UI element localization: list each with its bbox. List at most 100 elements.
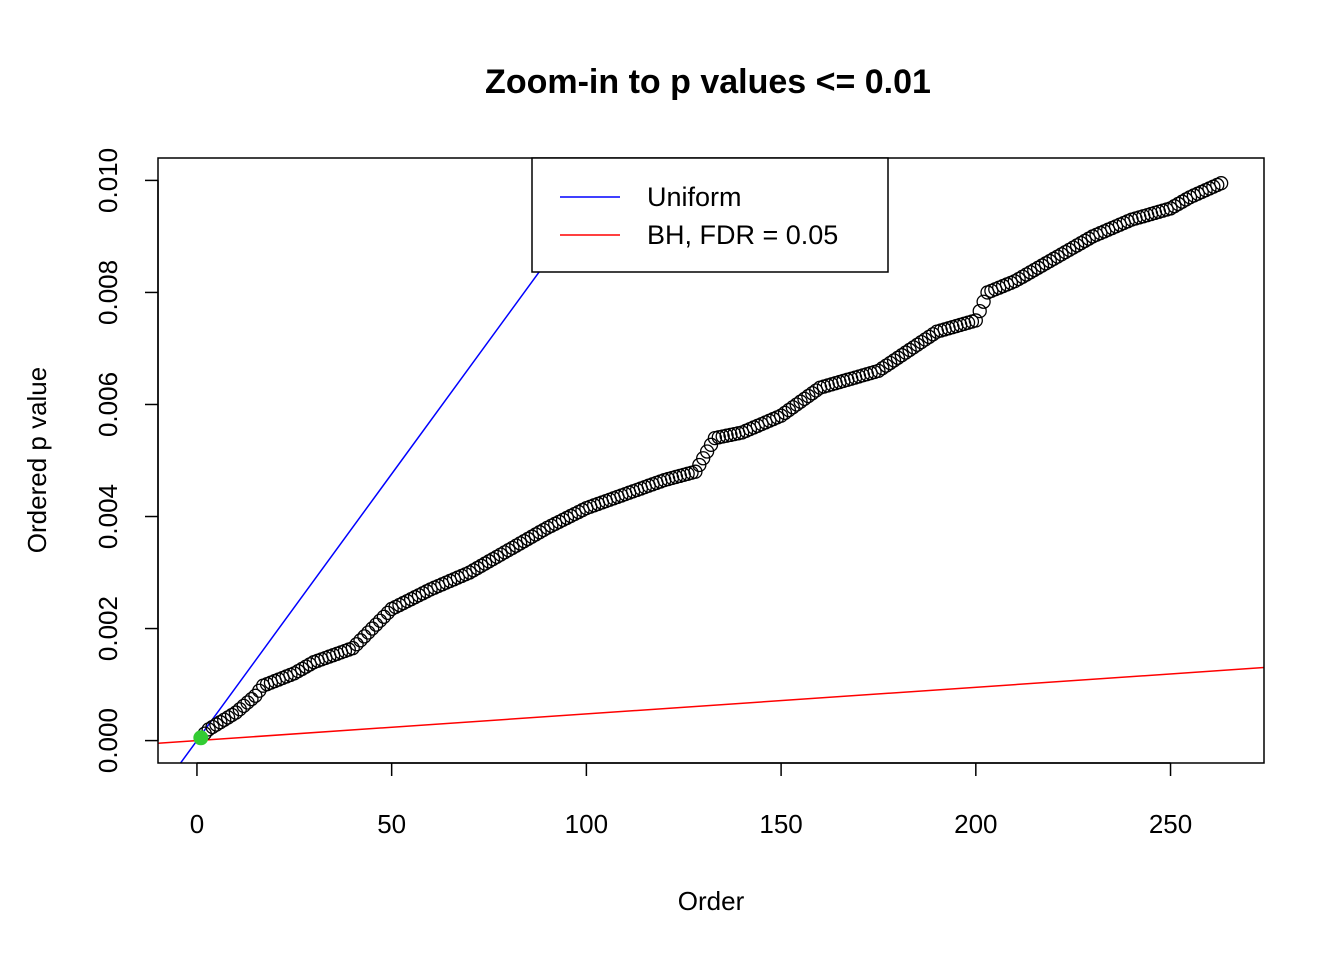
data-point bbox=[532, 525, 547, 540]
data-point bbox=[361, 625, 376, 640]
reference-line-uniform bbox=[179, 158, 624, 763]
data-point bbox=[688, 464, 703, 479]
data-point bbox=[228, 705, 244, 720]
data-point bbox=[805, 386, 820, 401]
data-point bbox=[902, 342, 917, 358]
data-point bbox=[493, 547, 508, 562]
data-point bbox=[703, 437, 719, 452]
y-axis-label: Ordered p value bbox=[22, 367, 52, 553]
data-point bbox=[1027, 262, 1042, 278]
data-point bbox=[372, 613, 388, 628]
data-point bbox=[536, 522, 551, 538]
data-point bbox=[1023, 265, 1038, 280]
data-point bbox=[294, 661, 310, 677]
data-point bbox=[501, 542, 516, 558]
data-point bbox=[890, 350, 906, 365]
y-tick-label: 0.010 bbox=[93, 148, 123, 213]
data-point bbox=[921, 329, 937, 345]
data-point bbox=[773, 408, 789, 423]
data-point bbox=[1030, 260, 1046, 275]
legend-box bbox=[531, 157, 889, 273]
x-axis-label: Order bbox=[678, 886, 745, 916]
data-point bbox=[781, 402, 797, 418]
data-point bbox=[462, 565, 477, 580]
data-point bbox=[298, 659, 314, 674]
data-point bbox=[793, 394, 808, 409]
data-point bbox=[894, 348, 909, 363]
data-point bbox=[1073, 235, 1089, 251]
data-point bbox=[1058, 244, 1073, 260]
data-point bbox=[1171, 196, 1186, 212]
data-point bbox=[1077, 233, 1093, 249]
data-point bbox=[1066, 240, 1081, 255]
data-point bbox=[481, 554, 497, 569]
data-point bbox=[489, 549, 504, 565]
x-axis: 0 50 100 150 200 250 bbox=[190, 762, 1192, 839]
data-point bbox=[201, 722, 216, 737]
data-point bbox=[910, 337, 925, 352]
x-tick-label: 150 bbox=[759, 809, 802, 839]
data-point bbox=[376, 609, 392, 624]
data-point bbox=[302, 657, 318, 672]
data-point bbox=[497, 545, 512, 560]
data-point bbox=[1015, 269, 1030, 284]
data-point bbox=[906, 340, 921, 355]
data-point bbox=[291, 663, 306, 679]
y-tick-label: 0.000 bbox=[93, 708, 123, 773]
y-axis: 0.000 0.002 0.004 0.006 0.008 0.010 bbox=[93, 148, 159, 773]
data-point bbox=[470, 560, 485, 576]
data-point bbox=[808, 383, 824, 398]
data-point bbox=[477, 556, 493, 571]
data-point bbox=[875, 361, 890, 376]
data-point bbox=[524, 529, 540, 544]
data-point bbox=[357, 629, 372, 644]
data-point bbox=[240, 695, 255, 710]
data-point bbox=[918, 332, 933, 347]
data-point bbox=[1081, 231, 1096, 246]
data-point bbox=[1214, 176, 1229, 191]
legend: Uniform BH, FDR = 0.05 bbox=[531, 157, 889, 273]
data-point bbox=[520, 531, 536, 547]
data-point bbox=[1042, 253, 1057, 269]
data-point bbox=[236, 698, 251, 714]
data-point bbox=[968, 313, 983, 328]
y-tick-label: 0.008 bbox=[93, 260, 123, 325]
data-point bbox=[209, 717, 224, 732]
data-point bbox=[287, 666, 302, 681]
data-point bbox=[1034, 258, 1050, 273]
data-point bbox=[882, 355, 898, 371]
data-point bbox=[1050, 249, 1065, 264]
data-point bbox=[205, 719, 220, 735]
data-point bbox=[1163, 201, 1178, 216]
legend-label-uniform: Uniform bbox=[647, 182, 742, 212]
data-point bbox=[972, 303, 987, 319]
data-point bbox=[1054, 247, 1069, 262]
data-point bbox=[528, 527, 543, 542]
data-point bbox=[871, 363, 886, 379]
data-point bbox=[1038, 256, 1054, 271]
plot-series bbox=[158, 158, 1264, 763]
y-tick-label: 0.002 bbox=[93, 596, 123, 661]
x-tick-label: 250 bbox=[1149, 809, 1192, 839]
highlight-point bbox=[193, 730, 209, 746]
data-point bbox=[1069, 238, 1085, 253]
data-point bbox=[801, 388, 816, 404]
data-point bbox=[797, 391, 812, 407]
data-point bbox=[696, 451, 711, 466]
data-point bbox=[516, 534, 532, 549]
data-point bbox=[1167, 199, 1182, 214]
data-point bbox=[509, 538, 524, 553]
x-tick-label: 100 bbox=[565, 809, 608, 839]
data-point bbox=[217, 712, 232, 727]
chart-title: Zoom-in to p values <= 0.01 bbox=[485, 63, 931, 101]
data-point bbox=[244, 691, 259, 707]
legend-label-bh: BH, FDR = 0.05 bbox=[647, 220, 838, 250]
data-point bbox=[220, 710, 236, 725]
data-point bbox=[699, 444, 715, 459]
data-point bbox=[976, 294, 991, 309]
data-point bbox=[777, 405, 793, 421]
data-point bbox=[785, 400, 800, 415]
data-point bbox=[365, 621, 380, 636]
data-point bbox=[1046, 251, 1061, 266]
